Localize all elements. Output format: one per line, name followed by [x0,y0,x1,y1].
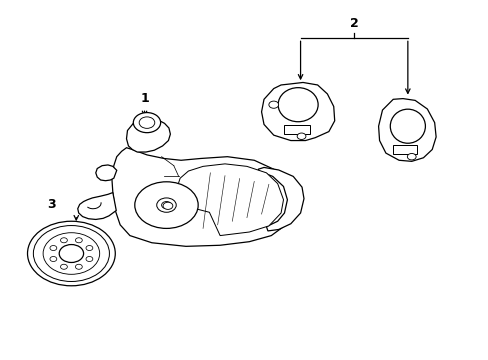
Polygon shape [177,164,283,235]
Circle shape [161,202,171,209]
Circle shape [50,246,57,251]
Circle shape [61,238,67,243]
Circle shape [86,256,93,261]
Polygon shape [258,167,304,231]
Polygon shape [126,118,170,152]
Polygon shape [96,165,117,181]
Circle shape [43,233,100,274]
Circle shape [297,133,305,139]
Circle shape [27,221,115,286]
Text: 3: 3 [47,198,56,211]
Circle shape [268,101,278,108]
Ellipse shape [389,109,425,143]
Text: 2: 2 [349,17,358,31]
Circle shape [407,153,415,160]
Circle shape [75,264,82,269]
Circle shape [163,202,172,210]
Circle shape [50,256,57,261]
Circle shape [59,244,83,262]
Circle shape [139,117,155,129]
Polygon shape [392,145,416,154]
Polygon shape [261,82,334,140]
Circle shape [135,182,198,228]
Polygon shape [378,99,435,161]
Text: 1: 1 [140,92,149,105]
Circle shape [61,264,67,269]
Circle shape [33,226,109,282]
Polygon shape [112,148,288,246]
Polygon shape [283,126,310,134]
Ellipse shape [278,87,318,122]
Circle shape [75,238,82,243]
Circle shape [157,198,176,212]
Polygon shape [78,193,116,220]
Circle shape [133,113,160,133]
Circle shape [86,246,93,251]
